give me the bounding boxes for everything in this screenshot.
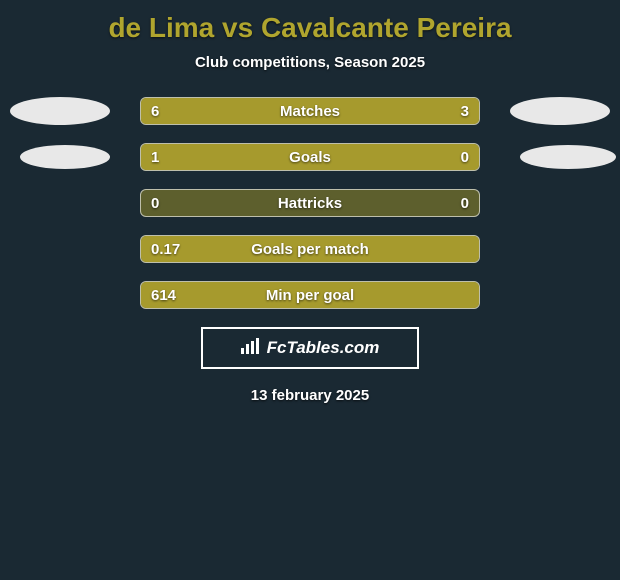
stat-row-goals-per-match: 0.17Goals per match bbox=[0, 235, 620, 263]
bar-area-min-per-goal: 614Min per goal bbox=[140, 281, 480, 309]
bar-area-matches: 6Matches3 bbox=[140, 97, 480, 125]
stat-label: Min per goal bbox=[141, 282, 479, 309]
stat-row-min-per-goal: 614Min per goal bbox=[0, 281, 620, 309]
date-text: 13 february 2025 bbox=[0, 387, 620, 404]
stat-row-hattricks: 0Hattricks0 bbox=[0, 189, 620, 217]
bar-area-goals: 1Goals0 bbox=[140, 143, 480, 171]
value-right: 0 bbox=[461, 144, 469, 171]
bars-icon bbox=[241, 338, 261, 359]
player-right-ellipse bbox=[520, 145, 616, 169]
bar-area-hattricks: 0Hattricks0 bbox=[140, 189, 480, 217]
value-right: 0 bbox=[461, 190, 469, 217]
stat-label: Hattricks bbox=[141, 190, 479, 217]
stat-label: Matches bbox=[141, 98, 479, 125]
stat-row-goals: 1Goals0 bbox=[0, 143, 620, 171]
bar-area-goals-per-match: 0.17Goals per match bbox=[140, 235, 480, 263]
page-subtitle: Club competitions, Season 2025 bbox=[0, 54, 620, 71]
page-title: de Lima vs Cavalcante Pereira bbox=[0, 0, 620, 44]
stat-rows: 6Matches31Goals00Hattricks00.17Goals per… bbox=[0, 97, 620, 309]
stat-row-matches: 6Matches3 bbox=[0, 97, 620, 125]
branding-box: FcTables.com bbox=[201, 327, 419, 369]
value-right: 3 bbox=[461, 98, 469, 125]
player-left-ellipse bbox=[20, 145, 110, 169]
infographic-root: de Lima vs Cavalcante Pereira Club compe… bbox=[0, 0, 620, 580]
branding-text: FcTables.com bbox=[267, 338, 380, 358]
player-left-ellipse bbox=[10, 97, 110, 125]
player-right-ellipse bbox=[510, 97, 610, 125]
stat-label: Goals bbox=[141, 144, 479, 171]
stat-label: Goals per match bbox=[141, 236, 479, 263]
